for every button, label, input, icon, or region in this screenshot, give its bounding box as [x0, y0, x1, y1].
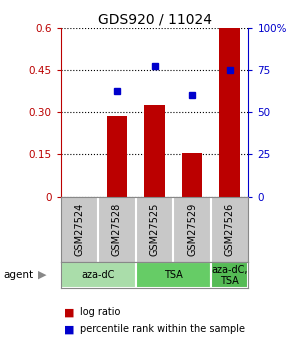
Bar: [144, 105, 165, 197]
Bar: [61, 262, 136, 288]
Text: GSM27524: GSM27524: [74, 203, 85, 256]
Bar: [219, 28, 240, 197]
Text: TSA: TSA: [164, 270, 183, 280]
Text: aza-dC,
TSA: aza-dC, TSA: [211, 265, 248, 286]
Text: percentile rank within the sample: percentile rank within the sample: [80, 325, 245, 334]
Bar: [107, 116, 127, 197]
Title: GDS920 / 11024: GDS920 / 11024: [98, 12, 211, 27]
Text: agent: agent: [3, 270, 33, 280]
Text: GSM27529: GSM27529: [187, 203, 197, 256]
Bar: [211, 262, 248, 288]
Bar: [136, 262, 211, 288]
Text: GSM27525: GSM27525: [149, 203, 160, 256]
Text: GSM27526: GSM27526: [225, 203, 235, 256]
Text: GSM27528: GSM27528: [112, 203, 122, 256]
Text: log ratio: log ratio: [80, 307, 121, 317]
Bar: [182, 153, 202, 197]
Text: ■: ■: [64, 325, 74, 334]
Text: aza-dC: aza-dC: [82, 270, 115, 280]
Text: ▶: ▶: [38, 270, 46, 280]
Text: ■: ■: [64, 307, 74, 317]
